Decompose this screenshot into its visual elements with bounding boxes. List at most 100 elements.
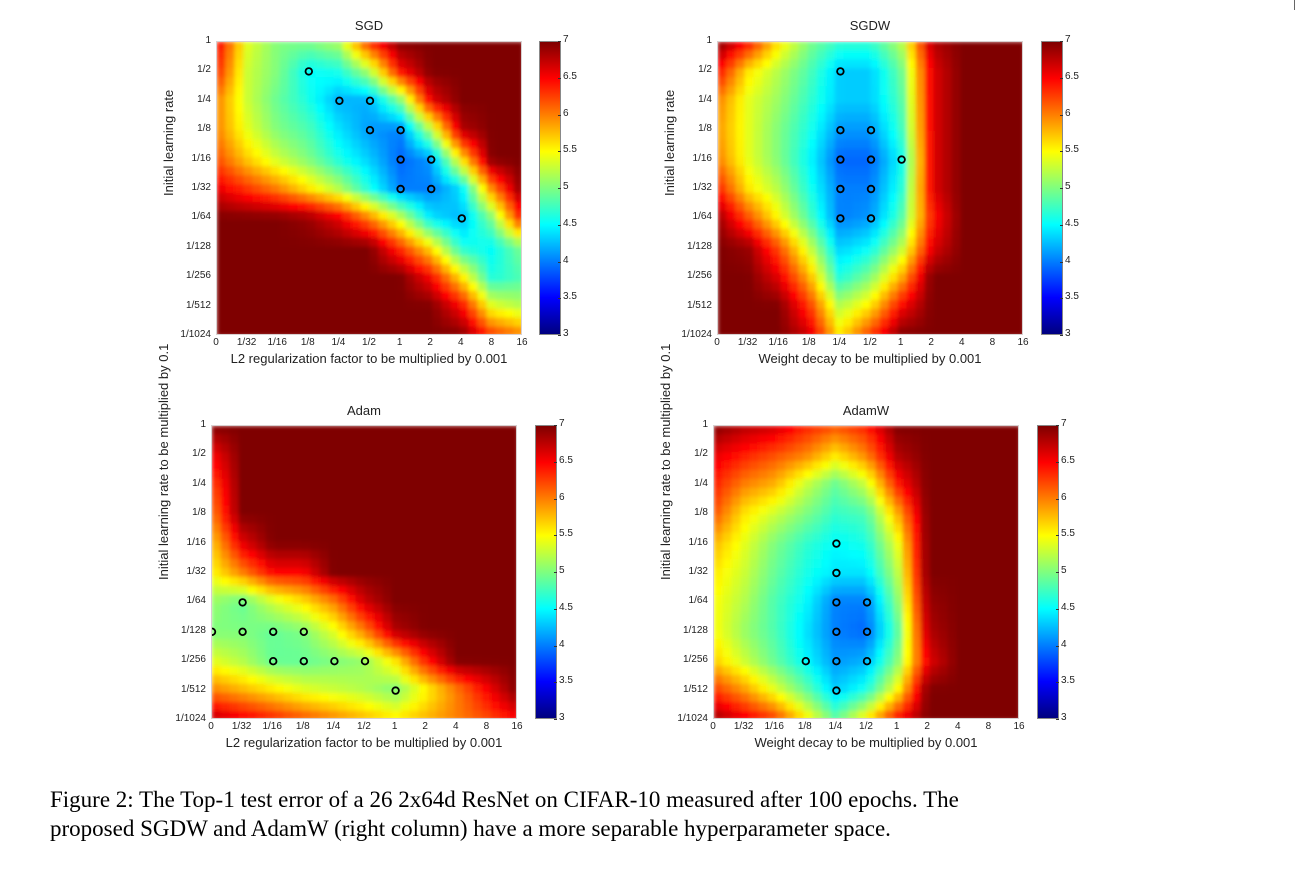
heatmap-cell xyxy=(225,264,236,275)
heatmap-cell xyxy=(391,559,402,570)
heatmap-cell xyxy=(328,434,339,445)
heatmap-cell xyxy=(324,94,335,105)
heatmap-cell xyxy=(468,326,479,334)
heatmap-cell xyxy=(387,157,398,168)
heatmap-cell xyxy=(432,121,443,132)
heatmap-cell xyxy=(391,648,402,659)
x-tick-label: 1/8 xyxy=(797,721,812,732)
heatmap-cell xyxy=(247,514,258,525)
heatmap-cell xyxy=(789,264,800,275)
heatmap-cell xyxy=(423,112,434,123)
heatmap-cell xyxy=(722,701,733,712)
heatmap-cell xyxy=(897,255,908,266)
y-tick-label: 1/4 xyxy=(694,477,708,489)
heatmap-cell xyxy=(490,621,501,632)
heatmap-cell xyxy=(996,282,1007,292)
heatmap-cell xyxy=(825,264,836,275)
heatmap-cell xyxy=(297,94,308,105)
heatmap-cell xyxy=(714,478,724,489)
heatmap-cell xyxy=(301,496,312,507)
heatmap-cell xyxy=(238,674,249,685)
heatmap-cell xyxy=(310,532,321,543)
heatmap-cell xyxy=(929,541,940,552)
heatmap-cell xyxy=(875,452,886,463)
heatmap-cell xyxy=(301,648,312,659)
heatmap-cell xyxy=(987,290,998,301)
heatmap-cell xyxy=(247,550,258,561)
heatmap-cell xyxy=(920,666,931,676)
heatmap-cell xyxy=(382,434,393,445)
heatmap-cell xyxy=(744,246,755,257)
heatmap-cell xyxy=(714,612,724,623)
heatmap-cell xyxy=(740,487,751,498)
heatmap-cell xyxy=(718,59,728,70)
heatmap-cell xyxy=(974,559,985,570)
heatmap-cell xyxy=(445,514,456,525)
heatmap-cell xyxy=(740,514,751,525)
heatmap-cell xyxy=(879,157,890,168)
heatmap-cell xyxy=(220,532,231,543)
heatmap-cell xyxy=(310,514,321,525)
heatmap-cell xyxy=(396,148,407,159)
heatmap-cell xyxy=(387,308,398,319)
heatmap-cell xyxy=(1014,192,1022,203)
heatmap-cell xyxy=(812,496,823,507)
heatmap-cell xyxy=(911,683,922,694)
heatmap-cell xyxy=(238,692,249,703)
heatmap-cell xyxy=(279,237,290,248)
heatmap-cell xyxy=(414,166,425,177)
heatmap-cell xyxy=(292,674,303,685)
heatmap-cell xyxy=(400,514,411,525)
heatmap-cell xyxy=(450,157,461,168)
heatmap-cell xyxy=(342,299,353,310)
heatmap-cell xyxy=(951,148,962,159)
heatmap-cell xyxy=(942,264,953,275)
heatmap-cell xyxy=(924,139,935,150)
heatmap-cell xyxy=(297,175,308,186)
heatmap-cell xyxy=(726,50,737,61)
heatmap-cell xyxy=(848,612,859,623)
heatmap-cell xyxy=(915,139,926,150)
heatmap-cell xyxy=(879,139,890,150)
heatmap-cell xyxy=(243,103,254,114)
heatmap-cell xyxy=(217,50,227,61)
heatmap-cell xyxy=(225,121,236,132)
heatmap-cell xyxy=(830,585,841,596)
heatmap-cell xyxy=(355,576,366,587)
heatmap-cell xyxy=(499,461,510,472)
heatmap-cell xyxy=(789,282,800,292)
heatmap-cell xyxy=(247,666,258,676)
heatmap-cell xyxy=(992,559,1003,570)
heatmap-cell xyxy=(499,639,510,650)
heatmap-cell xyxy=(441,308,452,319)
heatmap-cell xyxy=(490,639,501,650)
heatmap-cell xyxy=(513,237,521,248)
heatmap-cell xyxy=(468,121,479,132)
heatmap-cell xyxy=(508,434,516,445)
heatmap-cell xyxy=(929,683,940,694)
heatmap-cell xyxy=(360,175,371,186)
heatmap-cell xyxy=(328,576,339,587)
heatmap-cell xyxy=(301,666,312,676)
heatmap-cell xyxy=(243,68,254,79)
heatmap-cell xyxy=(247,496,258,507)
heatmap-cell xyxy=(852,282,863,292)
colorbar-tick-label: 4.5 xyxy=(1065,217,1079,229)
heatmap-cell xyxy=(803,710,814,718)
heatmap-cell xyxy=(436,541,447,552)
heatmap-cell xyxy=(252,130,263,141)
heatmap-cell xyxy=(283,666,294,676)
heatmap-cell xyxy=(933,94,944,105)
heatmap-cell xyxy=(740,452,751,463)
heatmap-cell xyxy=(731,443,742,454)
heatmap-cell xyxy=(794,666,805,676)
heatmap-cell xyxy=(261,121,272,132)
heatmap-cell xyxy=(785,559,796,570)
heatmap-cell xyxy=(996,148,1007,159)
heatmap-cell xyxy=(508,443,516,454)
heatmap-cell xyxy=(839,630,850,641)
heatmap-cell xyxy=(978,86,989,96)
heatmap-cell xyxy=(807,237,818,248)
heatmap-cell xyxy=(274,674,285,685)
heatmap-cell xyxy=(396,59,407,70)
